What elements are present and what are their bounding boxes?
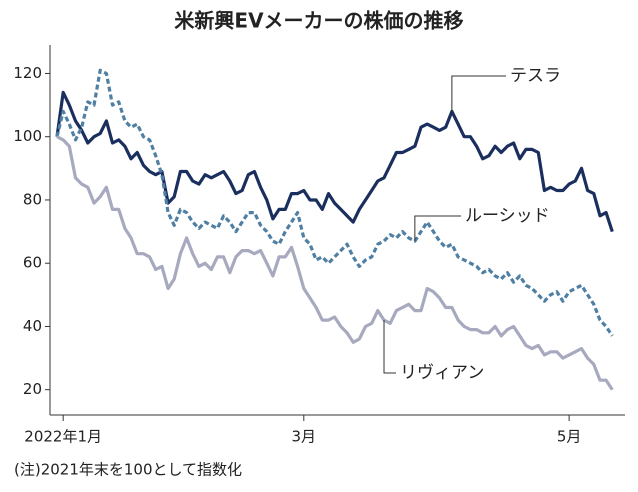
y-tick-label: 20: [23, 380, 42, 398]
x-tick-label: 5月: [557, 428, 582, 446]
line-series: [56, 135, 614, 391]
y-tick-label: 100: [13, 127, 42, 145]
line-series: [55, 68, 614, 337]
leader-line: [414, 215, 461, 242]
x-tick-label: 3月: [292, 428, 317, 446]
y-tick-label: 60: [23, 254, 42, 272]
leader-line: [383, 320, 396, 374]
line-series: [55, 90, 614, 233]
series-label: リヴィアン: [400, 363, 484, 383]
y-tick-label: 40: [23, 317, 42, 335]
leader-line: [451, 75, 506, 112]
chart-title: 米新興EVメーカーの株価の推移: [174, 9, 463, 33]
footnote: (注)2021年末を100として指数化: [14, 461, 242, 479]
y-tick-label: 80: [23, 190, 42, 208]
y-tick-label: 120: [13, 64, 42, 82]
series-label: ルーシッド: [465, 206, 550, 226]
series-label: テスラ: [510, 66, 561, 86]
x-tick-label: 2022年1月: [24, 428, 102, 446]
